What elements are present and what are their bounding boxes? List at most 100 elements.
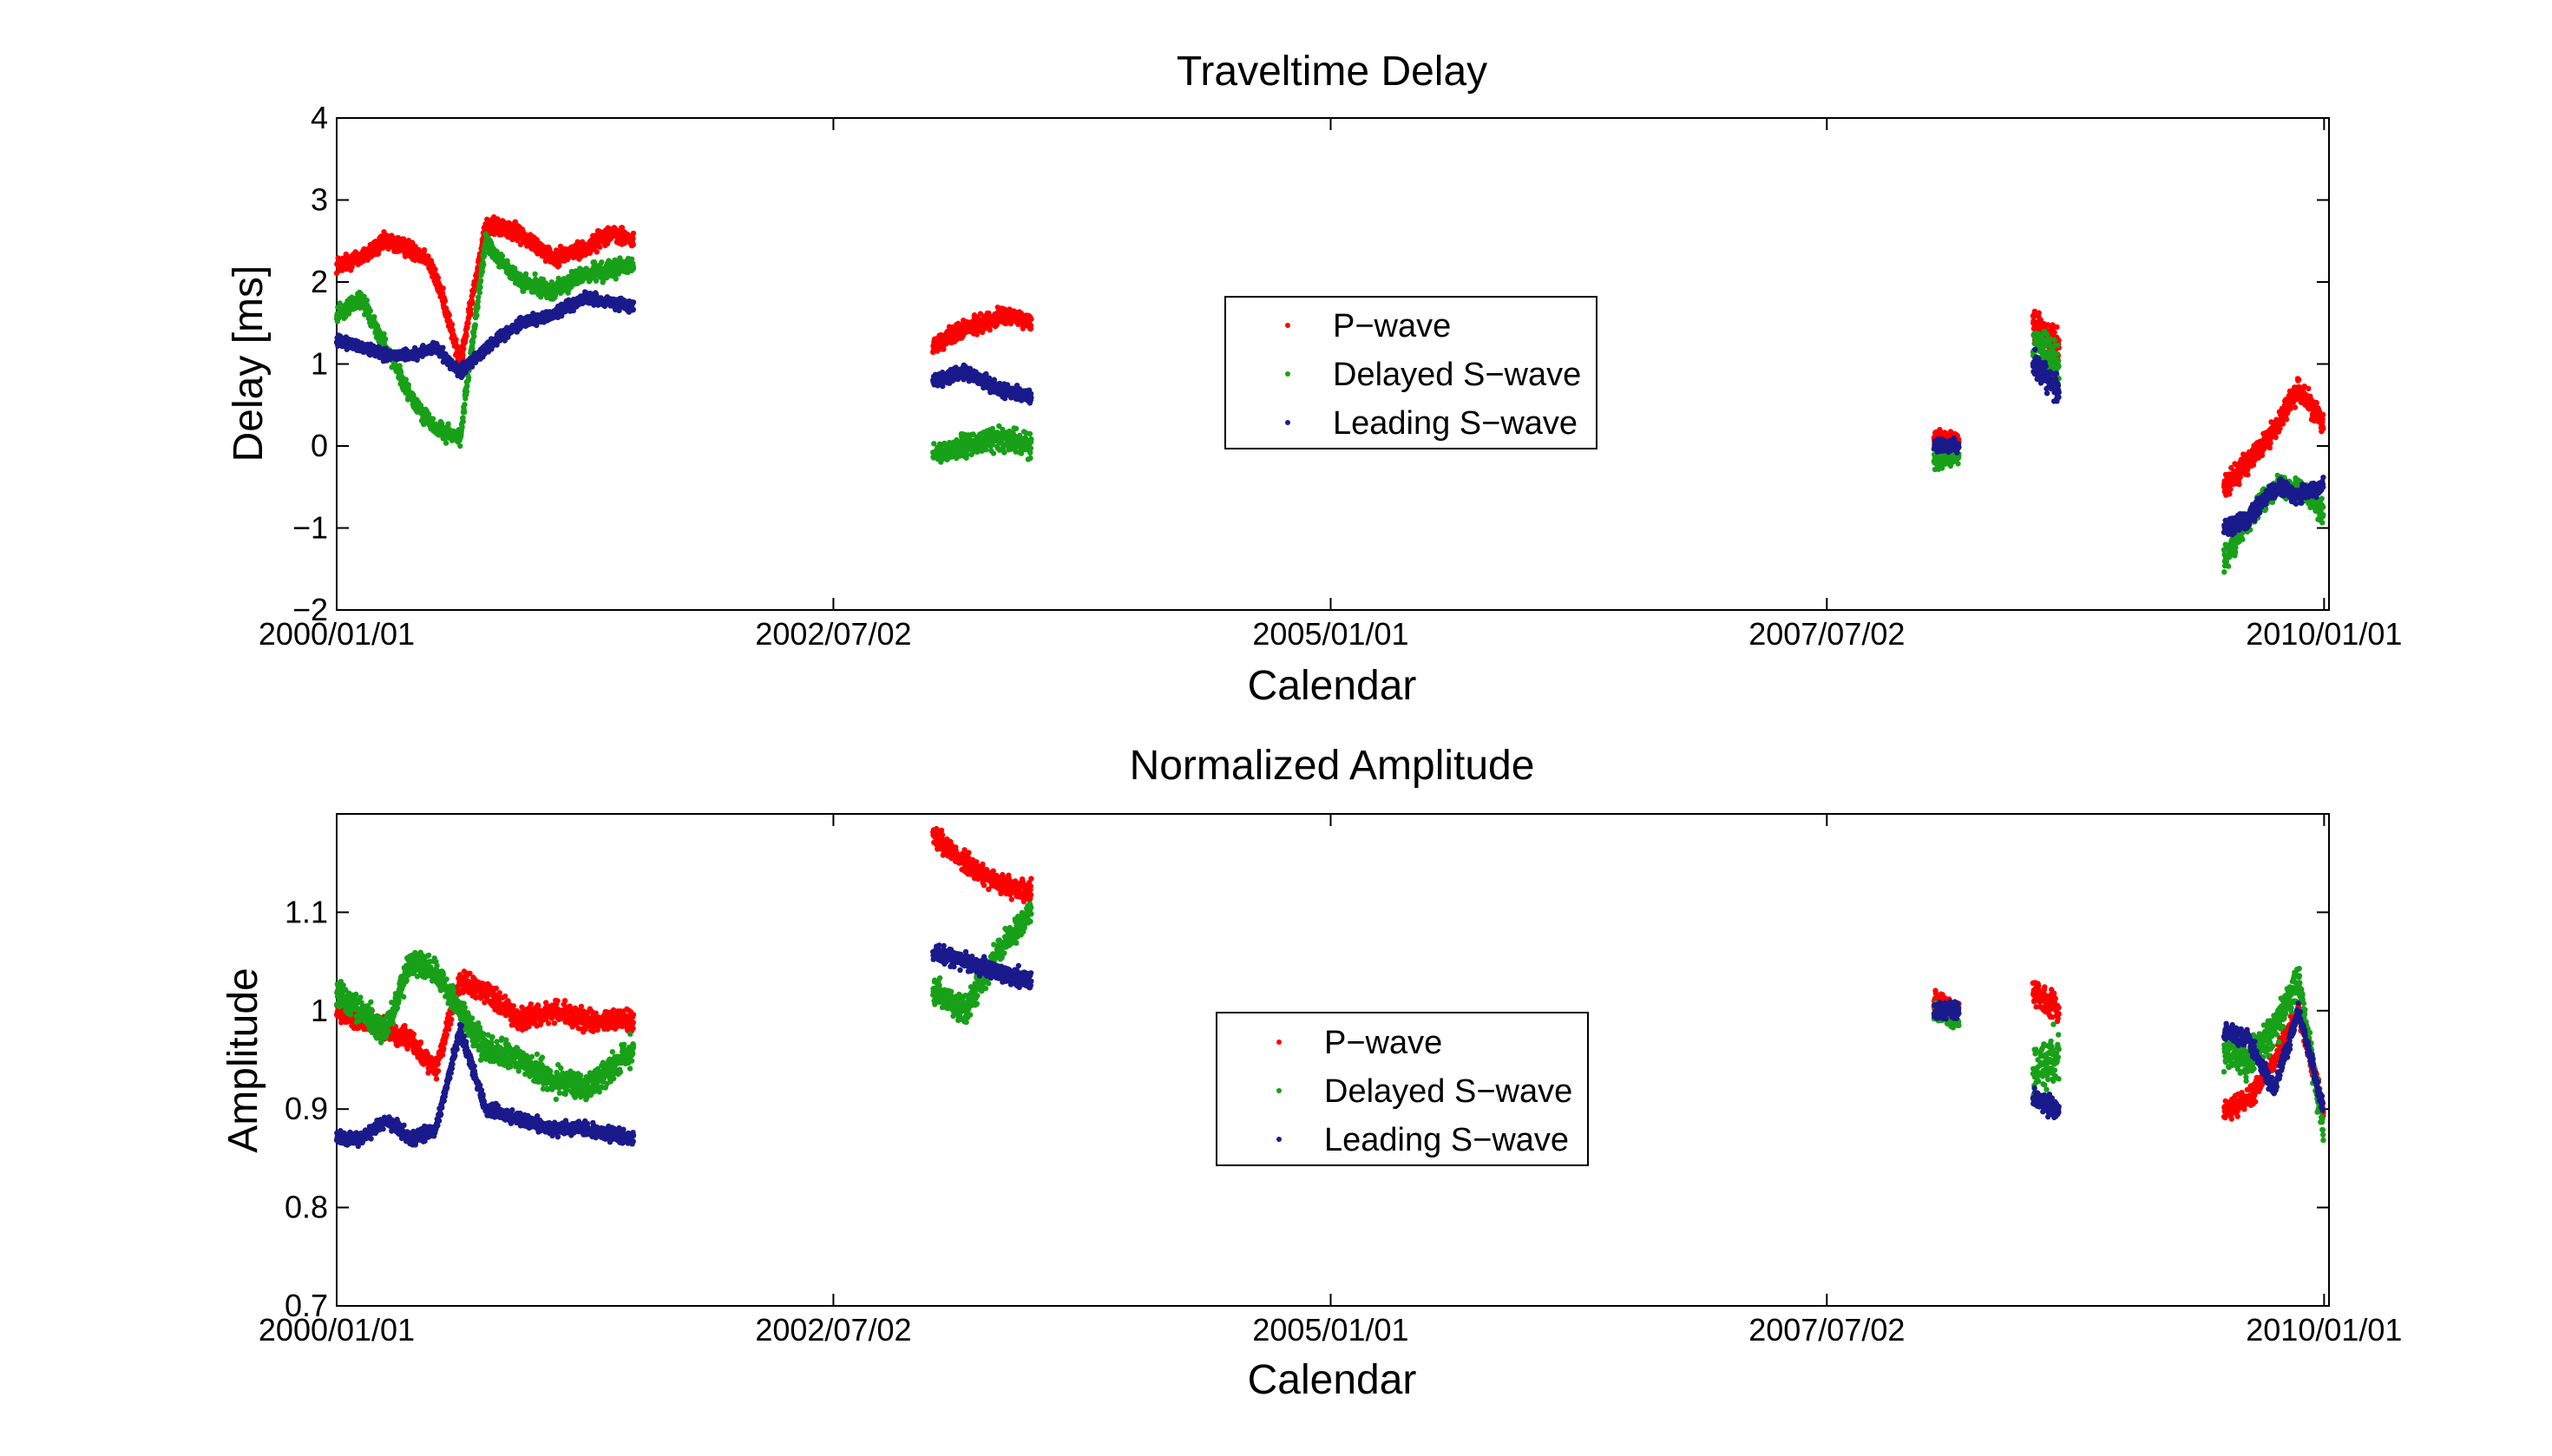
data-point [481,261,487,268]
data-point [556,262,562,269]
data-point [2055,342,2061,349]
data-point [2044,331,2050,338]
data-point [461,345,467,352]
data-point [460,418,466,424]
data-point [477,278,484,284]
data-point [2236,482,2242,488]
data-point [457,443,463,449]
data-point [2036,310,2042,316]
data-point [941,346,947,352]
data-point [435,275,442,281]
data-point [1027,430,1033,437]
data-point [499,253,506,259]
data-point [453,337,459,343]
data-point [432,266,438,272]
data-point [430,416,436,422]
y-tick-label: 4 [311,100,328,135]
data-point [477,284,483,291]
data-point [593,278,600,284]
data-point [469,300,476,306]
data-point [2051,329,2057,336]
data-point [2280,421,2286,427]
data-point [2320,512,2326,518]
data-point [2292,404,2299,410]
data-point [2277,425,2283,431]
series-p-wave [333,213,2326,498]
data-point [1028,316,1034,322]
data-point [445,421,451,427]
traveltime-delay-chart: Traveltime Delay 2000/01/01 2002/07/02 200… [226,49,2402,709]
data-point [2273,434,2279,441]
y-tick-label: −2 [292,592,328,627]
data-point [2056,357,2062,364]
data-point [630,241,636,248]
data-point [463,333,469,339]
data-point [421,246,428,253]
data-point [597,244,603,250]
data-point [2237,474,2243,481]
data-point [1013,425,1020,432]
data-point [2054,324,2060,331]
data-point [2259,452,2266,458]
data-point [2296,377,2302,383]
data-point [2320,504,2326,510]
data-point [1028,436,1034,443]
data-point [522,271,529,277]
x-tick-label: 2002/07/02 [755,616,911,652]
data-point [2267,440,2273,446]
data-point [475,305,481,311]
data-point [630,235,636,242]
axis-ticks: 2000/01/01 2002/07/02 2005/01/01 2007/07/02… [259,100,2403,652]
data-point [443,440,449,446]
data-point [371,314,377,320]
data-point [2320,411,2326,418]
data-point [412,243,418,250]
data-point [383,336,389,342]
data-point [462,402,468,408]
data-point [440,290,446,297]
data-point [2233,545,2239,551]
data-point [532,271,538,277]
chart-title: Traveltime Delay [1177,49,1487,95]
y-tick-label: 3 [311,182,328,218]
data-point [1001,449,1007,456]
data-point [367,308,373,314]
data-point [2221,569,2227,575]
data-point [472,322,478,328]
data-point [983,447,989,453]
y-tick-label: 1 [311,346,328,382]
data-point [405,382,412,388]
data-point [2267,444,2273,451]
data-point [2225,563,2232,569]
data-point [442,298,449,305]
data-point [2051,337,2057,344]
data-point [449,321,456,327]
data-point [468,312,474,318]
data-point [2320,425,2326,431]
data-point [2056,364,2062,370]
data-point [2227,491,2233,497]
data-point [1027,323,1034,329]
data-point [1027,445,1034,451]
data-point [2306,385,2312,391]
data-point [613,276,619,282]
data-point [990,450,997,456]
data-point [2245,471,2251,478]
data-point [463,389,470,395]
y-tick-label: −1 [292,510,328,546]
data-point [2319,520,2326,526]
data-point [464,325,470,331]
data-points [333,213,2326,575]
x-tick-label: 2005/01/01 [1252,616,1408,652]
data-point [468,306,474,312]
data-point [465,375,472,381]
data-point [476,290,483,296]
data-point [1027,455,1033,462]
data-point [594,249,600,255]
data-point [459,424,465,430]
data-point [599,259,605,266]
data-point [2227,486,2234,492]
data-point [630,230,637,237]
data-point [460,351,466,358]
